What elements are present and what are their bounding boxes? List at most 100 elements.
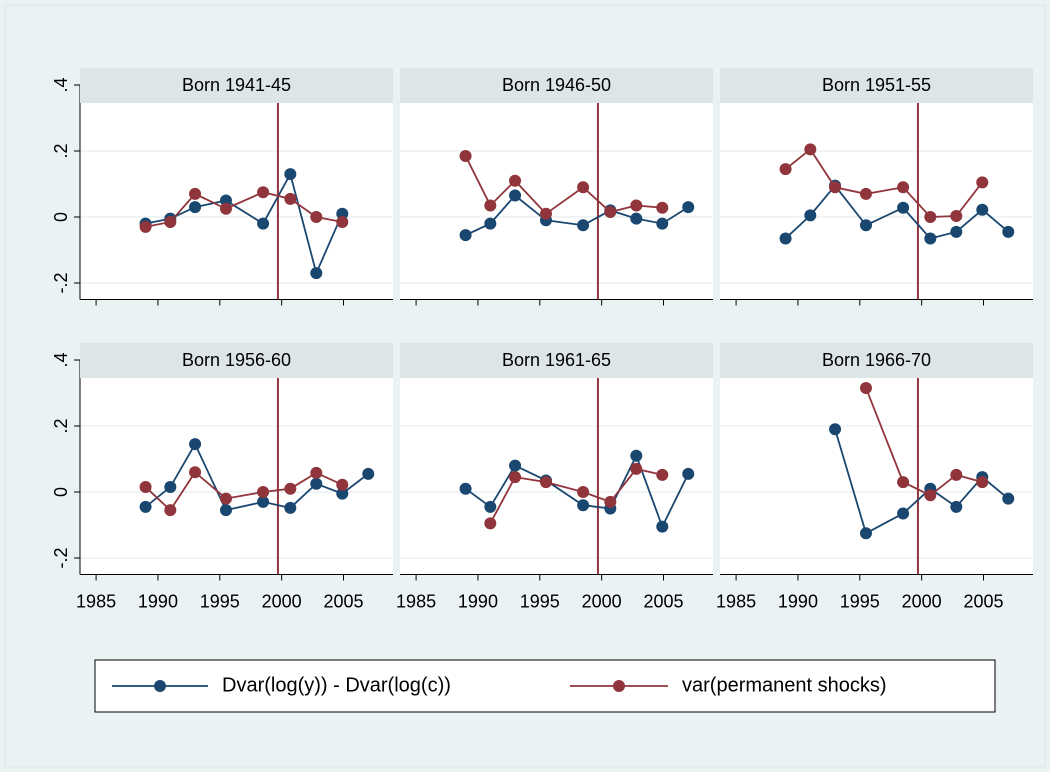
x-tick-label: 2005	[643, 591, 683, 611]
marker	[257, 495, 270, 508]
panel-title: Born 1951-55	[822, 75, 931, 95]
marker	[630, 462, 643, 475]
x-tick-label: 2005	[963, 591, 1003, 611]
marker	[189, 201, 202, 214]
marker	[189, 466, 202, 479]
x-tick-label: 2005	[323, 591, 363, 611]
marker	[804, 143, 817, 156]
marker	[509, 471, 522, 484]
y-tick-label: -.2	[51, 547, 71, 568]
plot-area	[400, 103, 713, 300]
marker	[484, 500, 497, 513]
y-tick-label: .4	[51, 352, 71, 367]
x-tick-label: 1995	[200, 591, 240, 611]
marker	[630, 199, 643, 212]
panel-title: Born 1956-60	[182, 350, 291, 370]
marker	[219, 504, 232, 517]
marker	[257, 217, 270, 230]
marker	[924, 489, 937, 502]
x-tick-label: 1990	[458, 591, 498, 611]
marker	[604, 495, 617, 508]
marker	[577, 499, 590, 512]
marker	[630, 212, 643, 225]
marker	[577, 181, 590, 194]
marker	[950, 468, 963, 481]
marker	[336, 215, 349, 228]
marker	[829, 181, 842, 194]
marker	[976, 476, 989, 489]
x-tick-label: 1985	[716, 591, 756, 611]
panel-header	[80, 343, 393, 378]
marker	[682, 201, 695, 214]
y-tick-label: .2	[51, 418, 71, 433]
x-tick-label: 2000	[582, 591, 622, 611]
panel-title: Born 1961-65	[502, 350, 611, 370]
panel-title: Born 1941-45	[182, 75, 291, 95]
marker	[682, 467, 695, 480]
marker	[284, 192, 297, 205]
marker	[897, 507, 910, 520]
x-tick-label: 1995	[840, 591, 880, 611]
marker	[950, 500, 963, 513]
marker	[509, 174, 522, 187]
marker	[257, 186, 270, 199]
legend-box	[94, 659, 996, 713]
marker	[189, 438, 202, 451]
panel-header	[720, 68, 1033, 103]
marker	[897, 181, 910, 194]
marker	[976, 203, 989, 216]
marker	[656, 217, 669, 230]
marker	[897, 476, 910, 489]
marker	[284, 501, 297, 514]
y-tick-label: -.2	[51, 272, 71, 293]
legend-label: Dvar(log(y)) - Dvar(log(c))	[222, 674, 451, 696]
marker	[310, 267, 323, 280]
marker	[362, 467, 375, 480]
marker	[189, 187, 202, 200]
plot-area	[80, 378, 393, 575]
marker	[459, 482, 472, 495]
marker	[656, 520, 669, 533]
y-tick-label: 0	[51, 212, 71, 222]
marker	[139, 481, 152, 494]
marker	[604, 206, 617, 219]
plot-area	[720, 103, 1033, 300]
marker	[484, 217, 497, 230]
marker	[897, 201, 910, 214]
x-tick-label: 2000	[262, 591, 302, 611]
marker	[257, 486, 270, 498]
marker	[310, 466, 323, 479]
marker	[139, 500, 152, 513]
marker	[924, 211, 937, 223]
marker	[459, 229, 472, 242]
legend-marker	[613, 680, 625, 692]
marker	[859, 527, 872, 540]
marker	[459, 149, 472, 162]
marker	[859, 219, 872, 232]
marker	[1002, 492, 1015, 505]
marker	[509, 459, 522, 472]
marker	[539, 476, 552, 489]
marker	[859, 382, 872, 395]
marker	[859, 187, 872, 200]
marker	[1002, 225, 1015, 238]
y-tick-label: .4	[51, 77, 71, 92]
panel-header	[400, 343, 713, 378]
marker	[164, 481, 177, 494]
panel-header	[80, 68, 393, 103]
marker	[950, 210, 963, 223]
marker	[139, 220, 152, 233]
marker	[310, 477, 323, 490]
marker	[577, 219, 590, 232]
panel-title: Born 1946-50	[502, 75, 611, 95]
marker	[577, 486, 590, 498]
x-tick-label: 1990	[138, 591, 178, 611]
marker	[484, 199, 497, 212]
legend-label: var(permanent shocks)	[682, 674, 887, 696]
marker	[284, 482, 297, 495]
marker	[284, 168, 297, 181]
marker	[804, 209, 817, 222]
legend-marker	[154, 680, 166, 692]
marker	[924, 232, 937, 245]
